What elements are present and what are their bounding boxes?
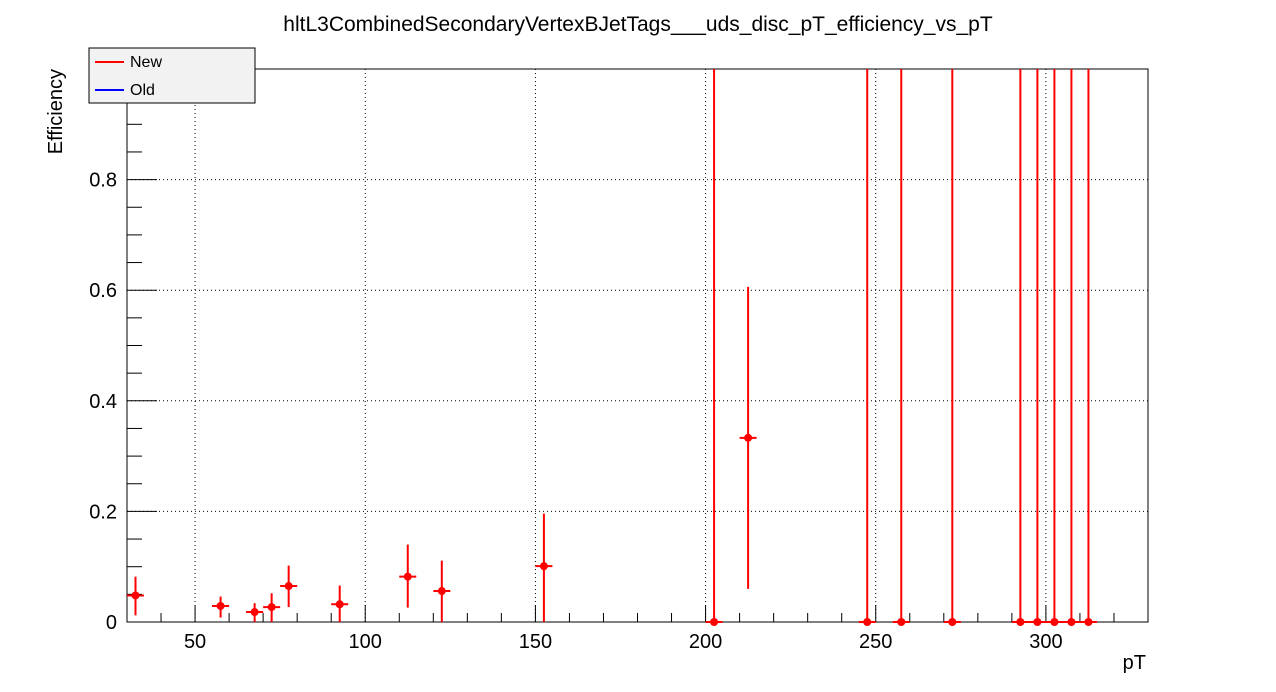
x-tick-label: 250 xyxy=(859,631,892,653)
grid-lines xyxy=(127,69,1148,622)
y-tick-label: 0.8 xyxy=(89,170,117,192)
y-tick-label: 0.4 xyxy=(89,391,117,413)
x-axis-label: pT xyxy=(1123,652,1146,674)
tick-labels: 50 100 150 200 250 300 0 0.2 0.4 0.6 0.8 xyxy=(89,170,1062,653)
data-point xyxy=(437,587,446,596)
data-point xyxy=(250,608,259,617)
data-point xyxy=(863,618,872,626)
data-point xyxy=(335,600,344,609)
data-point xyxy=(284,582,293,591)
y-tick-label: 0 xyxy=(106,612,117,634)
data-point xyxy=(1033,618,1042,626)
data-point xyxy=(897,618,906,626)
legend-box xyxy=(88,47,256,104)
axis-ticks xyxy=(126,96,1149,623)
data-series xyxy=(127,69,1097,626)
x-tick-label: 300 xyxy=(1029,631,1062,653)
legend-label-new: New xyxy=(130,54,162,71)
data-point xyxy=(744,433,753,442)
chart-title: hltL3CombinedSecondaryVertexBJetTags___u… xyxy=(283,13,993,36)
legend-label-old: Old xyxy=(130,82,155,99)
y-axis-label: Efficiency xyxy=(45,69,67,154)
x-tick-label: 150 xyxy=(519,631,552,653)
plot-frame xyxy=(126,68,1149,623)
series-new xyxy=(127,69,1097,626)
data-point xyxy=(403,572,412,581)
legend: New Old xyxy=(88,47,256,104)
y-tick-label: 0.6 xyxy=(89,280,117,302)
data-point xyxy=(710,618,719,626)
data-point xyxy=(1050,618,1059,626)
x-tick-label: 100 xyxy=(349,631,382,653)
data-point xyxy=(216,601,225,610)
data-point xyxy=(1084,618,1093,626)
data-point xyxy=(948,618,957,626)
x-tick-label: 200 xyxy=(689,631,722,653)
data-point xyxy=(267,603,276,612)
x-tick-label: 50 xyxy=(184,631,206,653)
data-point xyxy=(131,591,140,600)
data-point xyxy=(1016,618,1025,626)
y-tick-label: 0.2 xyxy=(89,501,117,523)
data-point xyxy=(1067,618,1076,626)
data-point xyxy=(539,562,548,571)
